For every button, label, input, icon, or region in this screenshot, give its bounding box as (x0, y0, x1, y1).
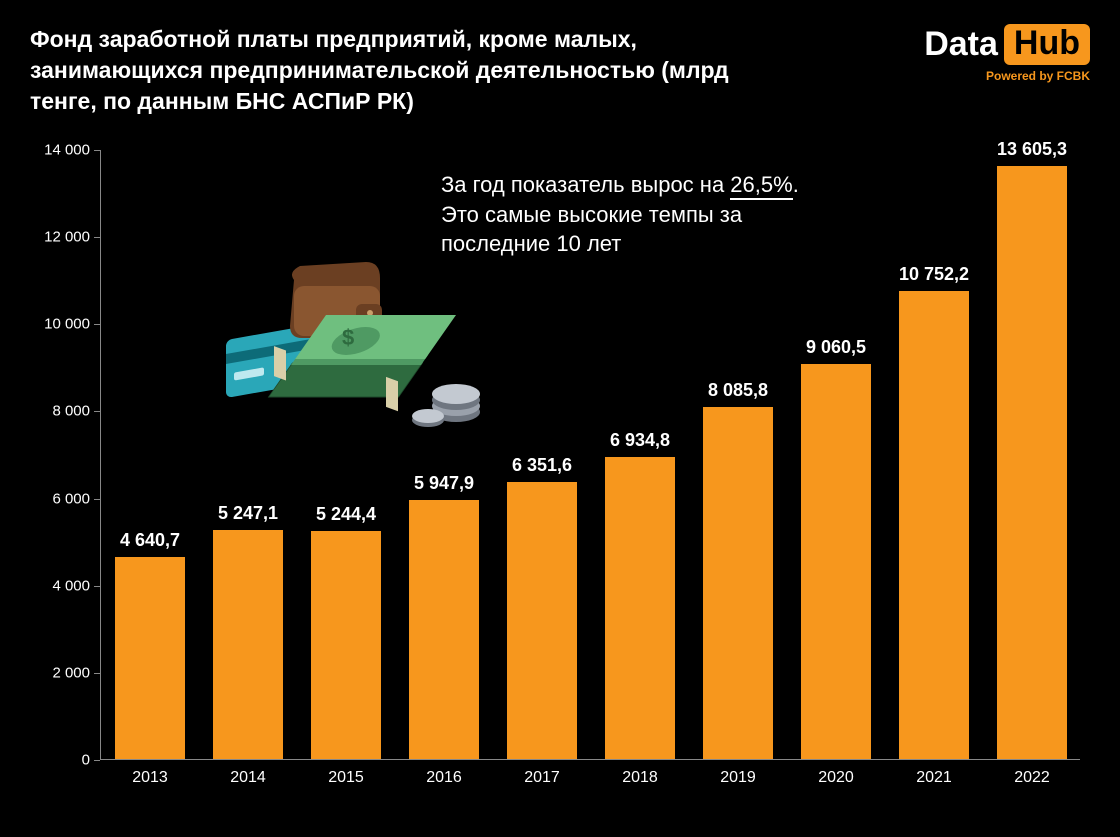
bar-value-label: 5 947,9 (414, 473, 474, 494)
y-tick-label: 4 000 (30, 577, 90, 594)
y-tick-mark (94, 324, 100, 325)
x-tick-label: 2019 (720, 769, 756, 787)
x-tick-label: 2017 (524, 769, 560, 787)
y-tick-label: 0 (30, 752, 90, 769)
bar-value-label: 13 605,3 (997, 139, 1067, 160)
bar (409, 500, 480, 759)
bar (507, 482, 578, 759)
bar-value-label: 4 640,7 (120, 530, 180, 551)
bar (311, 531, 382, 760)
svg-text:$: $ (342, 325, 354, 350)
bar-value-label: 6 934,8 (610, 430, 670, 451)
y-tick-label: 10 000 (30, 316, 90, 333)
logo-right: Hub (1004, 24, 1090, 65)
header: Фонд заработной платы предприятий, кроме… (30, 24, 1090, 117)
x-tick-label: 2021 (916, 769, 952, 787)
y-tick-mark (94, 673, 100, 674)
bar-value-label: 8 085,8 (708, 380, 768, 401)
y-tick-mark (94, 586, 100, 587)
chart: За год показатель вырос на 26,5%. Это са… (30, 150, 1090, 810)
x-tick-label: 2013 (132, 769, 168, 787)
bar-value-label: 5 244,4 (316, 504, 376, 525)
x-tick-label: 2022 (1014, 769, 1050, 787)
annotation-text: За год показатель вырос на 26,5%. Это са… (441, 170, 841, 259)
y-tick-label: 8 000 (30, 403, 90, 420)
x-tick-label: 2014 (230, 769, 266, 787)
logo-main: Data Hub (924, 24, 1090, 65)
bar (213, 530, 284, 759)
bar (997, 166, 1068, 759)
bar (703, 407, 774, 759)
y-tick-label: 14 000 (30, 142, 90, 159)
y-tick-mark (94, 760, 100, 761)
logo-sub: Powered by FCBK (986, 69, 1090, 83)
plot-area: За год показатель вырос на 26,5%. Это са… (100, 150, 1080, 760)
annotation-accent: 26,5% (730, 172, 792, 200)
bar (899, 291, 970, 759)
y-tick-label: 12 000 (30, 229, 90, 246)
y-tick-mark (94, 499, 100, 500)
x-tick-label: 2020 (818, 769, 854, 787)
y-tick-mark (94, 150, 100, 151)
chart-title: Фонд заработной платы предприятий, кроме… (30, 24, 750, 117)
y-tick-mark (94, 237, 100, 238)
annotation-prefix: За год показатель вырос на (441, 172, 730, 197)
bar (115, 557, 186, 759)
y-tick-label: 2 000 (30, 664, 90, 681)
bar-value-label: 5 247,1 (218, 503, 278, 524)
bar (605, 457, 676, 759)
bar-value-label: 10 752,2 (899, 264, 969, 285)
bar-value-label: 9 060,5 (806, 337, 866, 358)
y-tick-label: 6 000 (30, 490, 90, 507)
y-tick-mark (94, 411, 100, 412)
bar-value-label: 6 351,6 (512, 455, 572, 476)
money-illustration-icon: $ (216, 260, 496, 430)
logo: Data Hub Powered by FCBK (924, 24, 1090, 83)
bar (801, 364, 872, 759)
x-tick-label: 2018 (622, 769, 658, 787)
logo-left: Data (924, 25, 998, 64)
x-tick-label: 2015 (328, 769, 364, 787)
x-tick-label: 2016 (426, 769, 462, 787)
